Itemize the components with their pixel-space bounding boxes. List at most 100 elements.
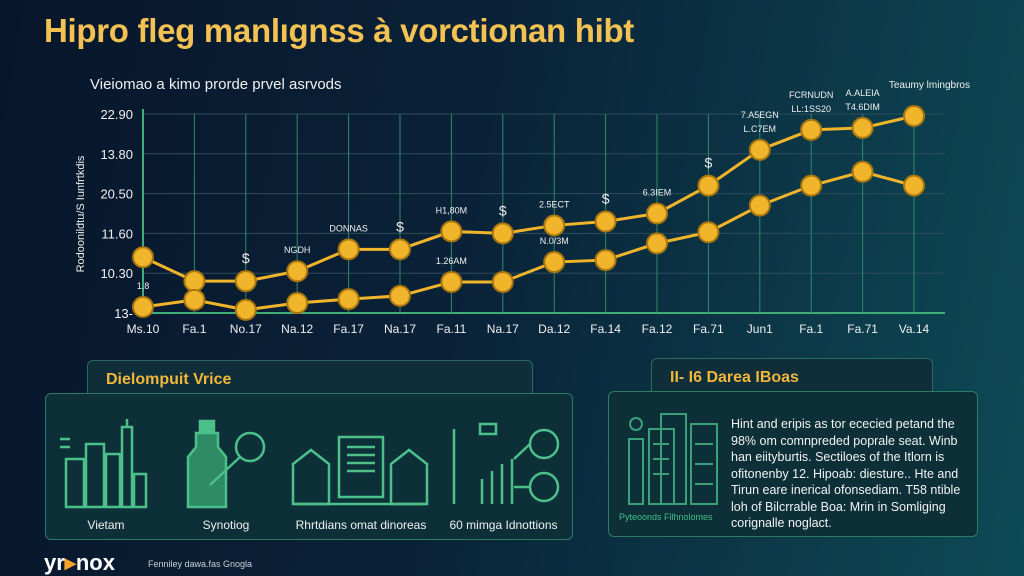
data-label: NGDH [284,245,311,255]
data-point-icon [183,270,206,293]
data-label: L.C7EM [744,124,777,134]
data-label: FCRNUDN [789,90,834,100]
x-tick-label: Da.12 [538,322,570,336]
y-tick-label: 20.50 [100,187,133,202]
item-label: Synotiog [202,518,250,532]
x-tick-label: Na.17 [487,322,519,336]
data-label: $ [499,202,507,218]
right-panel-tab: II- I6 Darea IBoas [651,358,933,392]
data-label: $ [602,190,610,206]
data-label: A.ALEIA [846,88,880,98]
info-item: Vietam [41,419,171,532]
info-item: 60 mimga Idnottions [436,419,571,532]
x-tick-label: Fa.11 [437,322,467,336]
series-line [142,170,915,312]
data-label: T4.6DIM [845,102,880,112]
x-tick-label: Fa.17 [333,322,364,336]
line-chart: 13- 10.30 11.60 20.50 13.80 22.90 Rodoonildtu/… [75,80,970,336]
x-tick-label: Fa.71 [693,322,724,336]
logo-part: nox [75,550,115,575]
left-panel-title: Dielompuit Vrice [106,371,232,388]
data-label: H1,80M [436,205,468,215]
x-tick-label: Fa.1 [799,322,823,336]
data-point-icon [543,214,566,237]
corner-label: Teaumy lmingbros [889,80,970,91]
data-point-icon [903,174,925,197]
data-label: $ [396,218,404,234]
image-caption: Pyteoonds Fllhnolomes [619,512,713,522]
item-label: Rhrtdians omat dinoreas [295,518,427,532]
page-title: Hipro fleg manlıgnss à vorctionan hibt [44,12,634,49]
buildings-icon [628,413,718,505]
data-point-icon [748,194,771,217]
left-panel-tab: Dielompuit Vrice [87,360,533,394]
houses-icon [291,435,429,506]
data-point-icon [132,296,154,319]
data-point-icon [389,284,411,307]
item-label: Vietam [87,518,125,532]
y-axis-label: Rodoonildtu/S Iunfrtkdis [75,155,87,272]
data-point-icon [800,174,823,197]
brand-logo: yr▸nox [44,550,115,575]
data-point-icon [286,260,309,283]
data-point-icon [697,221,720,244]
y-tick-label: 22.90 [100,107,133,122]
data-label: 6.3IEM [643,188,672,198]
data-point-icon [543,251,566,274]
data-point-icon [903,104,925,127]
x-tick-label: Va.14 [899,322,930,336]
data-point-icon [337,288,360,311]
x-tick-label: Jun1 [747,322,773,336]
data-point-icon [851,116,874,139]
data-label: N.0/3M [540,236,569,246]
data-point-icon [234,298,257,321]
data-point-icon [594,249,617,272]
data-point-icon [697,174,720,197]
data-point-icon [800,118,823,141]
data-point-icon [234,270,257,293]
data-point-icon [389,238,411,261]
bottle-magnifier-icon [186,419,266,509]
data-label: $ [242,250,250,266]
data-label: LL:1SS20 [791,104,831,114]
x-tick-label: Na.17 [384,322,416,336]
data-point-icon [440,270,463,293]
y-tick-label: 13- [114,306,133,321]
x-tick-label: Fa.71 [847,322,878,336]
data-label: 7.A5EGN [741,110,779,120]
info-item: Rhrtdians omat dinoreas [286,419,436,532]
data-point-icon [440,220,463,243]
data-point-icon [337,238,360,261]
data-label: $ [705,155,713,171]
data-label: 2.5ECT [539,199,570,209]
y-tick-label: 10.30 [100,266,133,281]
data-label: DONNAS [329,223,368,233]
item-label: 60 mimga Idnottions [449,518,558,532]
footer-text: Fenniley dawa.fas Gnogla [148,559,253,569]
x-tick-label: Fa.14 [590,322,621,336]
x-tick-label: Fa.1 [182,322,206,336]
data-label: 1.8 [137,281,150,291]
left-panel: Vietam Synotiog Rhrtdians omat dinoreas … [45,393,573,540]
logo-part: yr [44,550,65,575]
data-point-icon [748,138,771,161]
series-line [142,114,915,283]
description-text: Hint and eripis as tor ececied petand th… [731,417,961,530]
data-point-icon [491,222,514,245]
data-label: 1.26AM [436,256,467,266]
data-point-icon [851,160,874,183]
info-item: Synotiog [161,419,291,532]
data-point-icon [491,270,514,293]
city-skyline-icon [60,419,148,509]
x-tick-label: Na.12 [281,322,313,336]
y-tick-label: 13.80 [100,147,133,162]
y-tick-label: 11.60 [101,226,133,241]
data-point-icon [594,210,617,233]
data-point-icon [286,292,309,315]
chart-title: Vieiomao a kimo prorde prvel asrvods [90,76,342,93]
data-point-icon [646,232,668,255]
x-tick-label: No.17 [230,322,262,336]
data-point-icon [646,202,668,225]
x-tick-label: Fa.12 [642,322,673,336]
x-tick-label: Ms.10 [127,322,160,336]
